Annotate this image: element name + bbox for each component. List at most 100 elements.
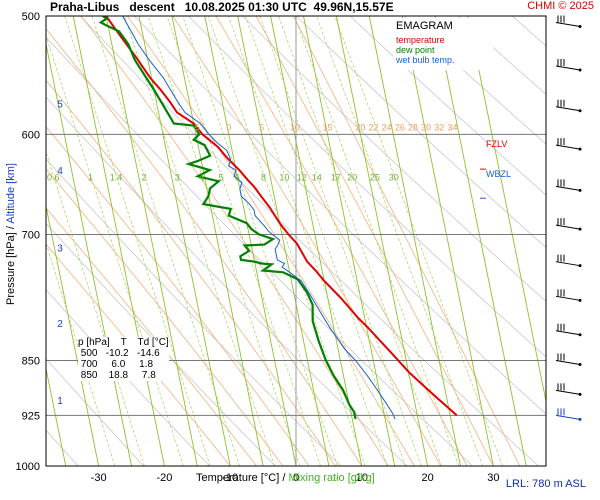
mixing-ratio-label: 2 [142, 172, 147, 182]
altitude-tick-label: 3 [57, 243, 63, 254]
mixing-ratio-label: 6 [235, 172, 240, 182]
x-axis-label-temp: Temperature [°C] / [196, 472, 286, 484]
mixing-ratio-label: 10 [279, 172, 289, 182]
isotherm-label: 32 [434, 122, 444, 132]
moist-adiabat [46, 79, 336, 466]
wind-barb-shaft [555, 224, 581, 230]
mixing-ratio-label: 12 [297, 172, 307, 182]
x-tick-label: 10 [356, 472, 368, 484]
isotherm-label: 5 [259, 122, 264, 132]
moist-adiabat [255, 16, 494, 466]
isotherm [46, 366, 67, 466]
wind-barb-shaft [555, 185, 581, 191]
moist-adiabat [80, 16, 389, 466]
wind-barb-dot [578, 188, 582, 192]
mixing-ratio-line [46, 34, 184, 466]
mixing-ratio-label: 8 [261, 172, 266, 182]
dry-adiabat [350, 16, 546, 196]
dry-adiabat [46, 96, 408, 466]
mixing-ratio-label: 5 [219, 172, 224, 182]
wind-barb-shaft [555, 295, 581, 301]
header-coords: 49.96N,15.57E [313, 0, 394, 14]
mixing-ratio-label: 30 [389, 172, 399, 182]
mixing-ratio-label: 0.6 [47, 172, 60, 182]
plot-area [46, 16, 546, 466]
header-datetime: 10.08.2025 01:30 UTC [184, 0, 307, 14]
wbzl-label: WBZL [486, 169, 512, 179]
isotherm [303, 16, 396, 466]
isotherm-label: 10 [290, 122, 300, 132]
legend-item-wet-bulb: wet bulb temp. [396, 55, 455, 65]
moist-adiabat [172, 16, 442, 466]
wind-barb-dot [578, 298, 582, 302]
wind-barb-dot [578, 264, 582, 268]
y-tick-label: 500 [22, 11, 40, 23]
dry-adiabat [46, 222, 276, 466]
mixing-ratio-line [182, 16, 338, 466]
credit-link[interactable]: CHMI © 2025 [527, 0, 594, 12]
mixing-ratio-line [259, 16, 422, 466]
dry-adiabat [188, 16, 546, 358]
legend-item-temperature: temperature [396, 35, 445, 45]
wind-barb-shaft [555, 330, 581, 336]
wind-barb-dot [578, 68, 582, 72]
mixing-ratio-label: 20 [347, 172, 357, 182]
mixing-ratio-line [334, 16, 503, 466]
isotherm-label: -5 [192, 122, 200, 132]
moist-adiabat [46, 28, 363, 466]
mixing-ratio-line [207, 16, 366, 466]
mixing-ratio-line [64, 16, 211, 466]
wind-barb-dot [578, 24, 582, 28]
dry-adiabat [403, 16, 546, 145]
isotherm [237, 16, 330, 466]
wind-barb-dot [578, 227, 582, 231]
isotherm-label: 15 [322, 122, 332, 132]
isotherm [270, 16, 363, 466]
isotherm [204, 16, 297, 466]
isotherm-label: 0 [226, 122, 231, 132]
moist-adiabat [127, 16, 415, 466]
moist-adiabat [215, 16, 468, 466]
lrl-label: LRL: 780 m ASL [505, 478, 586, 490]
altitude-tick-label: 1 [57, 396, 63, 407]
y-tick-label: 850 [22, 355, 40, 367]
header-station: Praha-Libus [50, 0, 120, 14]
x-tick-label: 20 [421, 472, 433, 484]
isotherm [46, 204, 100, 466]
table-row: 700 6.0 1.8 [78, 359, 154, 370]
isotherm [72, 16, 165, 466]
mixing-ratio-label: 25 [370, 172, 380, 182]
x-tick-label: 0 [293, 472, 299, 484]
altitude-tick-label: 4 [57, 166, 63, 177]
isotherm-label: 24 [382, 122, 392, 132]
wind-barb-shaft [555, 21, 581, 27]
summary-table: p [hPa] T Td [°C] 500 -10.2 -14.6 700 6.… [78, 337, 169, 381]
wind-barb-shaft [555, 65, 581, 71]
dry-adiabat [46, 289, 210, 466]
x-tick-label: 30 [487, 472, 499, 484]
dry-adiabat [80, 16, 539, 466]
wind-barb-shaft [555, 261, 581, 267]
series-dew-point [98, 16, 357, 420]
wind-barb-dot [578, 392, 582, 396]
mixing-ratio-label: 1 [88, 172, 93, 182]
isotherm-label: 26 [395, 122, 405, 132]
isotherm-label: 20 [355, 122, 365, 132]
mixing-ratio-label: 4 [199, 172, 204, 182]
wind-barb-shaft [555, 389, 581, 395]
isotherm [335, 16, 429, 466]
mixing-ratio-label: 1.4 [110, 172, 123, 182]
mixing-ratio-label: 3 [175, 172, 180, 182]
table-row: 850 18.8 7.8 [78, 370, 156, 381]
mixing-ratio-line [228, 16, 388, 466]
y-tick-label: 600 [22, 129, 40, 141]
series-temperature [105, 16, 458, 417]
isotherm-label: 22 [369, 122, 379, 132]
dry-adiabat [46, 158, 342, 466]
wind-barb-dot [578, 417, 582, 421]
series-wet-bulb-temp [122, 16, 396, 420]
mixing-ratio-label: 17 [331, 172, 341, 182]
wind-barb-dot [578, 333, 582, 337]
y-tick-label: 1000 [16, 461, 40, 473]
